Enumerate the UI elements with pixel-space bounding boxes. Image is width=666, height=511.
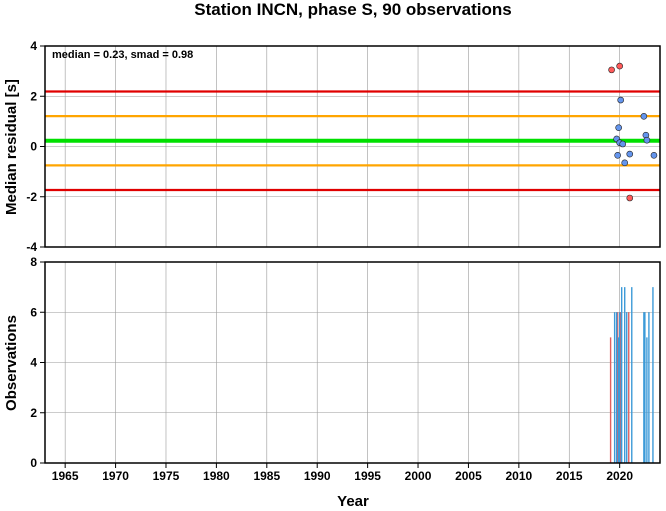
y-tick-label: 0 <box>30 456 37 470</box>
residual-point <box>608 66 615 74</box>
residual-point <box>643 136 651 144</box>
y-tick-label: -4 <box>26 240 37 254</box>
y-tick-label: 6 <box>30 305 37 319</box>
x-tick-label: 1995 <box>354 469 381 483</box>
y-tick-label: -2 <box>26 190 37 204</box>
residual-point <box>617 96 624 104</box>
x-tick-label: 2010 <box>506 469 533 483</box>
y-tick-label: 0 <box>30 140 37 154</box>
residual-point <box>616 62 623 70</box>
residual-point <box>650 151 658 159</box>
residual-panel: -4 -2 0 2 4 median = 0.23, smad = 0.98 Media… <box>3 39 661 254</box>
residual-point <box>614 151 621 159</box>
chart-title: Station INCN, phase S, 90 observations <box>194 0 511 19</box>
residual-point <box>626 150 634 158</box>
x-tick-label: 1975 <box>153 469 180 483</box>
residual-grid <box>45 45 660 248</box>
y-tick-label: 4 <box>30 356 37 370</box>
observations-y-axis-label: Observations <box>3 315 20 411</box>
x-tick-label: 2015 <box>556 469 583 483</box>
residual-points <box>608 62 658 202</box>
residual-point <box>619 140 626 148</box>
x-tick-label: 1990 <box>304 469 331 483</box>
observations-x-axis-label: Year <box>337 493 369 510</box>
median-annotation: median = 0.23, smad = 0.98 <box>52 49 193 61</box>
x-tick-label: 2005 <box>455 469 482 483</box>
y-tick-label: 8 <box>30 255 37 269</box>
x-tick-label: 1980 <box>203 469 230 483</box>
observations-grid <box>45 261 660 464</box>
residual-y-axis-label: Median residual [s] <box>3 79 20 215</box>
observations-y-ticks: 0 2 4 6 8 <box>30 255 45 470</box>
y-tick-label: 4 <box>30 39 37 53</box>
residual-point <box>640 113 648 120</box>
x-tick-label: 2020 <box>606 469 633 483</box>
x-tick-label: 1970 <box>102 469 129 483</box>
residual-y-ticks: -4 -2 0 2 4 <box>26 39 45 254</box>
residual-point <box>621 159 629 167</box>
residual-reference-lines <box>45 90 660 192</box>
x-tick-label: 1965 <box>52 469 79 483</box>
x-tick-label: 2000 <box>405 469 432 483</box>
y-tick-label: 2 <box>30 89 37 103</box>
residual-point <box>626 194 634 202</box>
observations-panel: 0 2 4 6 8 1965 1970 1975 1980 1985 1990 1995 2000 20… <box>3 255 661 510</box>
x-tick-label: 1985 <box>253 469 280 483</box>
observations-bars <box>609 287 654 463</box>
observations-x-ticks: 1965 1970 1975 1980 1985 1990 1995 2000 2005 2010… <box>52 463 633 483</box>
y-tick-label: 2 <box>30 406 37 420</box>
residual-point <box>615 124 622 131</box>
